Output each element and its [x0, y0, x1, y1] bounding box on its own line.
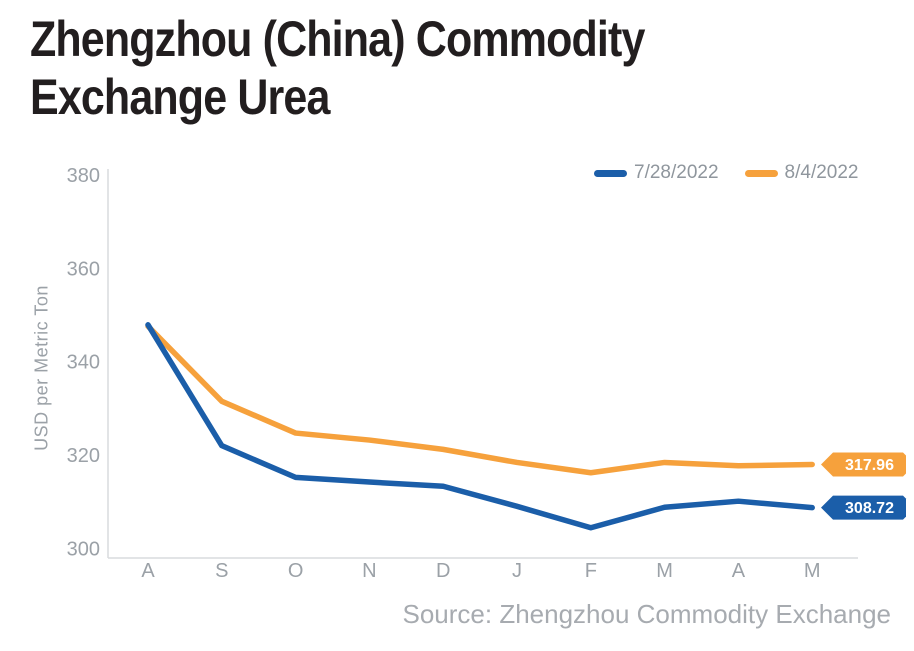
y-tick-label: 320: [67, 445, 100, 467]
y-tick-label: 300: [67, 538, 100, 560]
legend-item-8-4-2022: 8/4/2022: [744, 162, 859, 184]
end-value-tag-blue: [821, 495, 906, 520]
legend-swatch-orange-icon: [744, 169, 778, 177]
chart-title-line2: Exchange Urea: [30, 69, 330, 125]
chart-title-line1: Zhengzhou (China) Commodity: [30, 11, 645, 67]
x-tick-label: M: [804, 560, 821, 582]
y-tick-label: 380: [67, 165, 100, 187]
chart-title: Zhengzhou (China) Commodity Exchange Ure…: [30, 10, 645, 126]
legend-label: 8/4/2022: [784, 162, 859, 183]
legend-swatch-blue-icon: [594, 169, 627, 177]
x-tick-label: N: [362, 560, 376, 582]
x-tick-label: D: [436, 560, 450, 582]
end-value-tag-orange: [821, 452, 906, 477]
legend-item-7-28-2022: 7/28/2022: [594, 162, 719, 184]
y-tick-label: 360: [67, 258, 100, 280]
x-tick-label: A: [732, 560, 746, 582]
legend-label: 7/28/2022: [634, 162, 719, 183]
x-tick-label: F: [585, 560, 597, 582]
x-tick-label: S: [215, 560, 228, 582]
source-caption: Source: Zhengzhou Commodity Exchange: [402, 599, 892, 629]
x-tick-label: O: [288, 560, 304, 582]
end-value-label: 317.96: [845, 457, 894, 474]
y-tick-label: 340: [67, 352, 100, 374]
series-line-orange: [145, 323, 815, 476]
x-tick-label: J: [512, 560, 522, 582]
end-value-label: 308.72: [845, 500, 894, 517]
x-tick-label: A: [141, 560, 155, 582]
legend: 7/28/2022 8/4/2022: [594, 162, 859, 184]
x-tick-label: M: [656, 560, 673, 582]
series-line-blue: [145, 322, 815, 531]
